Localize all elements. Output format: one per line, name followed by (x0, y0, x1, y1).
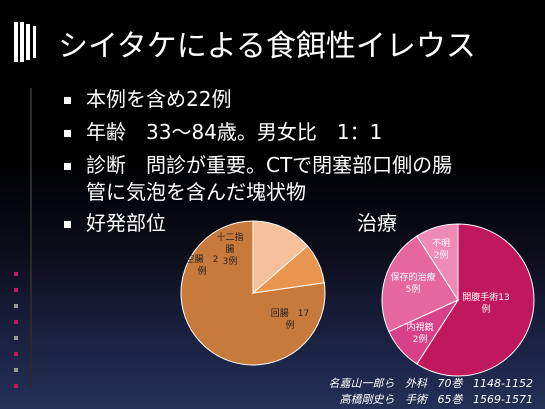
bullet-marker (64, 130, 71, 137)
bullet-list: 本例を含め22例 年齢 33〜84歳。男女比 1：1 診断 問診が重要。CTで閉… (64, 86, 534, 212)
bullet-text: 診断 問診が重要。CTで閉塞部口側の腸 (86, 153, 453, 177)
pie-slice-label: 例 (197, 265, 206, 277)
pie-slice-label: 3例 (223, 255, 238, 267)
pie-slice-label: 空腸 2 (186, 253, 219, 265)
section-left-label: 好発部位 (86, 211, 166, 235)
pie-slice (381, 235, 459, 333)
reference-authors: 高橋剛史ら (339, 393, 395, 406)
section-left: 好発部位 (64, 210, 166, 237)
bullet-text-continued: 管に気泡を含んだ塊状物 (86, 180, 306, 204)
bullet-item: 本例を含め22例 (64, 86, 534, 113)
pie-slice-label: 十二指 (216, 231, 243, 243)
pie-slice-label: 保存的治療 (390, 271, 435, 283)
bullet-item: 年齢 33〜84歳。男女比 1：1 (64, 119, 534, 146)
pie-slice-label: 内視鏡 (406, 321, 433, 333)
reference-volume: 70巻 (437, 377, 463, 390)
pie-slice-label: 2例 (434, 249, 449, 261)
reference-pages: 1569-1571 (473, 393, 533, 406)
bullet-text: 本例を含め22例 (86, 87, 232, 111)
pie-slice-label: 不明 (432, 238, 450, 249)
reference-pages: 1148-1152 (473, 377, 533, 390)
reference-volume: 65巻 (437, 393, 463, 406)
pie-slice (416, 223, 535, 377)
pie-slice-label: 例 (481, 303, 490, 315)
slide-title: シイタケによる食餌性イレウス (58, 29, 476, 64)
pie-slice (252, 220, 309, 295)
pie-slice-label: 5例 (406, 283, 421, 295)
bullet-marker (64, 221, 71, 228)
pie-slice-label: 例 (285, 319, 294, 331)
bullet-item: 診断 問診が重要。CTで閉塞部口側の腸 管に気泡を含んだ塊状物 (64, 152, 534, 206)
bullet-marker (64, 163, 71, 170)
reference-journal: 手術 (405, 393, 428, 406)
pie-slice (416, 223, 459, 302)
section-right-label: 治療 (357, 211, 397, 235)
bullet-text: 年齢 33〜84歳。男女比 1：1 (86, 120, 383, 144)
pie-slice-label: 開腹手術13 (462, 291, 509, 303)
pie-slice-label: 2例 (413, 333, 428, 345)
reference-journal: 外科 (405, 377, 428, 390)
bullet-marker (64, 97, 71, 104)
reference-line: 名嘉山一郎ら 外科 70巻 1148-1152 (329, 376, 533, 392)
pie-slice-label: 回腸 17 (271, 308, 309, 319)
reference-authors: 名嘉山一郎ら (328, 377, 395, 390)
reference-line: 高橋剛史ら 手術 65巻 1569-1571 (340, 392, 533, 408)
pie-slice-label: 腸 (225, 244, 234, 255)
